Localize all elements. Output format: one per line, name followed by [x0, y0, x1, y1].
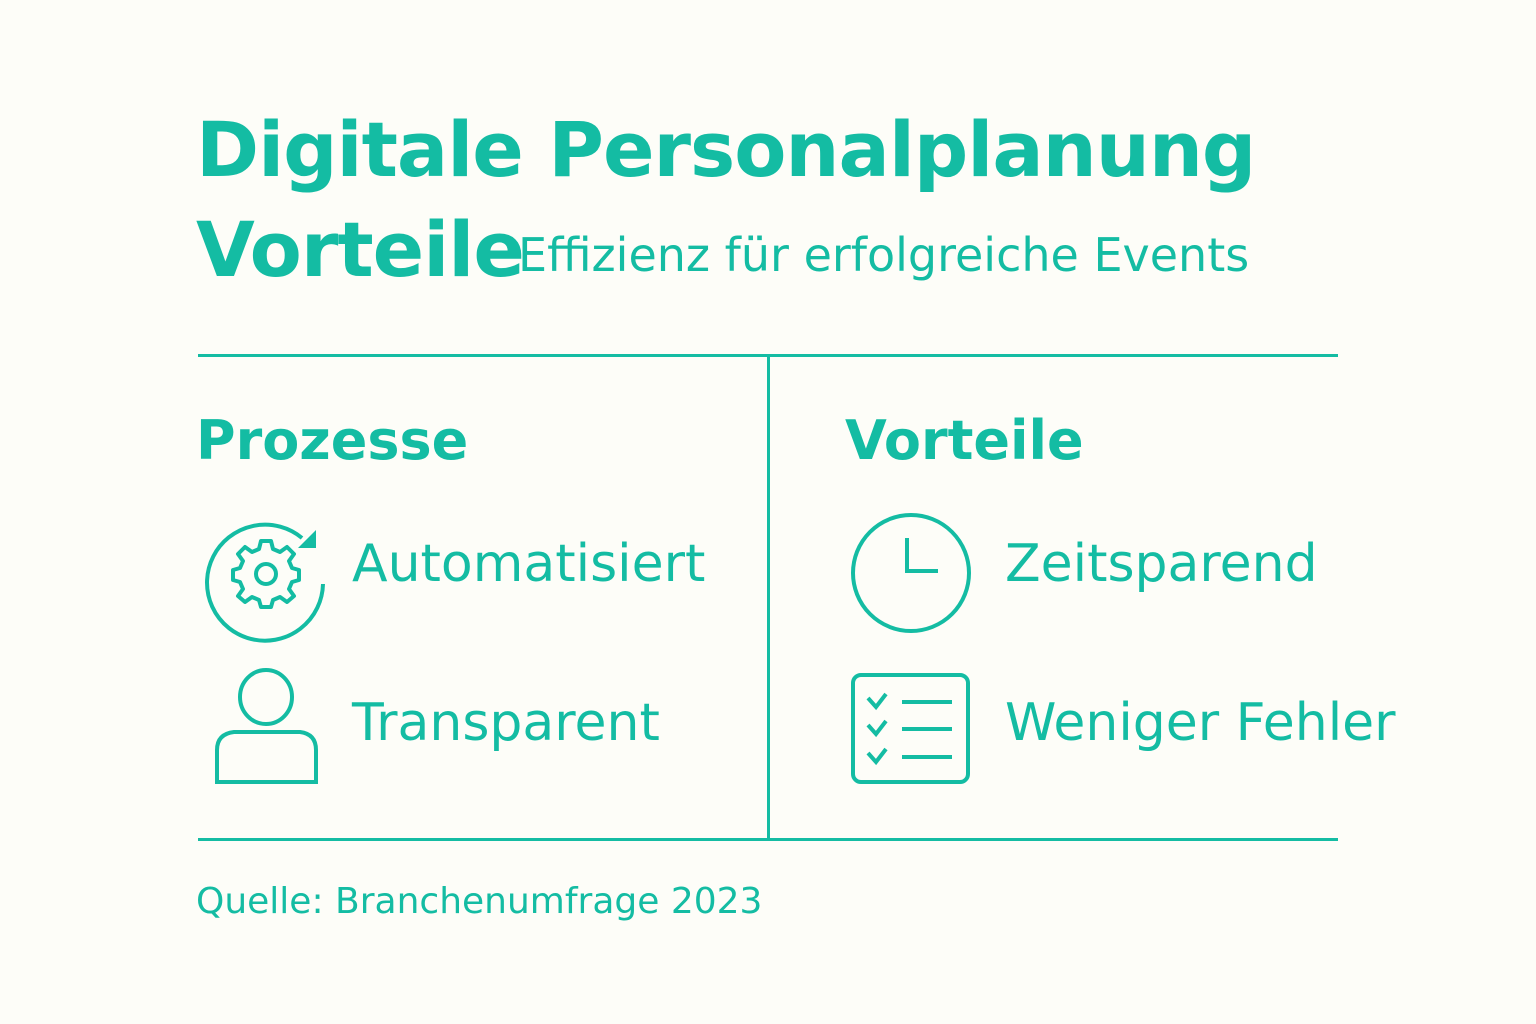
column-heading-prozesse: Prozesse [196, 409, 469, 472]
item-automatisiert: Automatisiert [352, 534, 706, 594]
subtitle: Effizienz für erfolgreiche Events [518, 228, 1250, 282]
person-icon [215, 668, 318, 784]
item-zeitsparend: Zeitsparend [1005, 534, 1318, 594]
gear-cycle-icon [205, 522, 325, 643]
clock-icon [851, 513, 971, 633]
checklist-icon [851, 673, 970, 784]
title-line1: Digitale Personalplanung [196, 105, 1256, 194]
item-weniger-fehler: Weniger Fehler [1005, 693, 1396, 753]
source-note: Quelle: Branchenumfrage 2023 [196, 881, 763, 922]
title-line2: Vorteile [196, 205, 525, 294]
column-heading-vorteile: Vorteile [845, 409, 1084, 472]
item-transparent: Transparent [352, 693, 660, 753]
column-divider [767, 355, 770, 840]
